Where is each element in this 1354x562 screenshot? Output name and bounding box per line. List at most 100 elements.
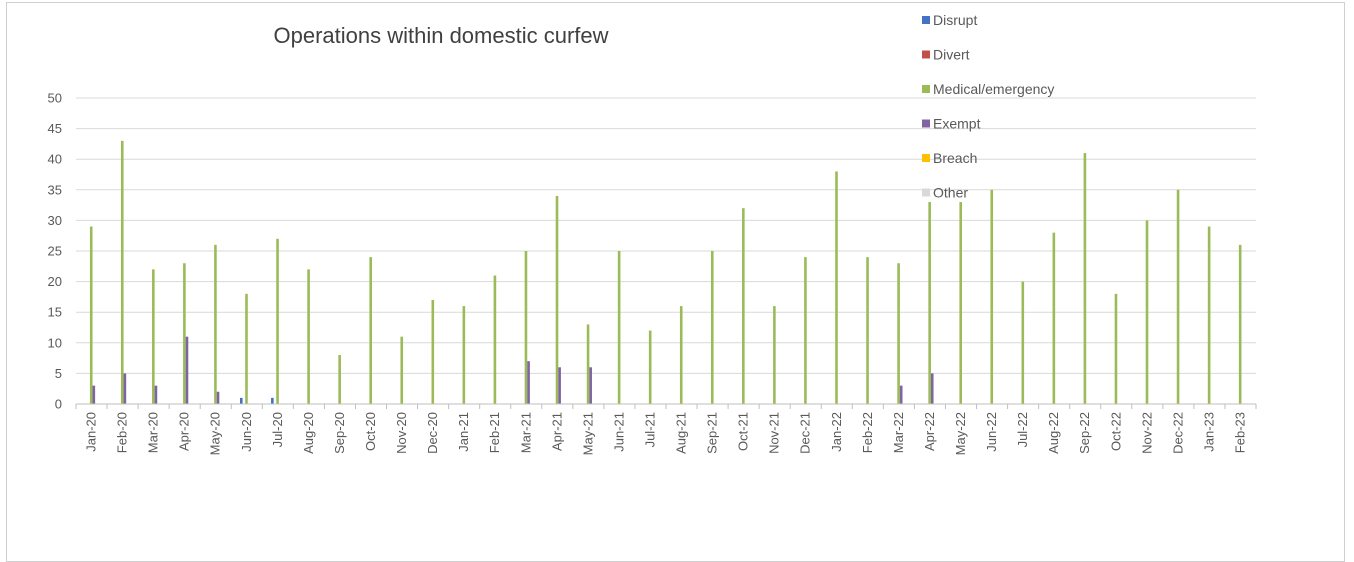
bar-medical-emergency	[338, 355, 341, 404]
x-tick-label: May-22	[953, 412, 968, 455]
chart-title: Operations within domestic curfew	[273, 23, 608, 48]
x-tick-label: Nov-22	[1139, 412, 1154, 454]
bar-medical-emergency	[183, 263, 186, 404]
bar-medical-emergency	[369, 257, 372, 404]
bar-medical-emergency	[120, 140, 124, 404]
x-tick-label: Dec-21	[798, 412, 813, 454]
x-tick-label: Dec-22	[1170, 412, 1185, 454]
y-axis: 0 5 10 15 20 25 30 35 40 45 50	[48, 91, 62, 412]
x-axis: Jan-20 Feb-20 Mar-20 Apr-20 May-20 Jun-20 Jul-…	[75, 403, 1257, 455]
bar-medical-emergency	[1083, 153, 1087, 404]
bar-medical-emergency	[493, 275, 497, 404]
bar-medical-emergency	[959, 202, 962, 404]
bar-medical-emergency	[586, 324, 590, 404]
x-tick-label: Apr-20	[177, 412, 192, 451]
bar-medical-emergency	[524, 251, 528, 404]
x-tick-label: Nov-20	[394, 412, 409, 454]
y-tick-label: 45	[48, 121, 62, 136]
bar-exempt	[589, 367, 592, 404]
bar-medical-emergency	[804, 257, 807, 404]
x-tick-label: May-20	[208, 412, 223, 455]
x-tick-label: Jun-20	[239, 412, 254, 452]
y-tick-label: 50	[48, 91, 62, 106]
y-tick-label: 30	[48, 213, 62, 228]
x-tick-label: Jul-21	[642, 412, 657, 447]
x-tick-label: Feb-20	[115, 412, 130, 453]
x-tick-label: Dec-20	[425, 412, 440, 454]
bar-medical-emergency	[773, 306, 776, 404]
x-tick-label: Jul-22	[1015, 412, 1030, 447]
bar-medical-emergency	[710, 251, 714, 404]
legend-label: Disrupt	[933, 12, 977, 28]
legend-label: Breach	[933, 150, 977, 166]
bar-medical-emergency	[1238, 244, 1242, 404]
bar-exempt	[154, 385, 158, 404]
legend-label: Other	[933, 185, 968, 201]
bar-medical-emergency	[866, 257, 869, 404]
bar-medical-emergency	[89, 226, 93, 404]
bar-chart: Operations within domestic curfew 0 5 10 15…	[48, 12, 1257, 455]
legend-swatch	[922, 188, 930, 197]
x-tick-label: Feb-23	[1232, 412, 1247, 453]
y-tick-label: 10	[48, 335, 62, 350]
legend: Disrupt Divert Medical/emergency Exempt Brea…	[922, 12, 1054, 201]
bar-exempt	[216, 391, 220, 404]
x-tick-label: Nov-21	[767, 412, 782, 454]
bar-medical-emergency	[835, 171, 838, 404]
bar-medical-emergency	[1021, 281, 1025, 404]
legend-swatch	[922, 50, 930, 59]
bar-medical-emergency	[617, 251, 621, 404]
legend-swatch	[922, 119, 930, 128]
legend-swatch	[922, 16, 930, 24]
bar-medical-emergency	[276, 238, 279, 404]
y-tick-label: 5	[55, 366, 62, 381]
x-tick-label: Mar-22	[891, 412, 906, 453]
legend-label: Divert	[933, 47, 970, 63]
x-tick-label: Aug-20	[301, 412, 316, 454]
y-tick-label: 25	[48, 244, 62, 259]
y-tick-label: 15	[48, 305, 62, 320]
bar-exempt	[899, 385, 903, 404]
bar-medical-emergency	[152, 269, 155, 404]
bar-medical-emergency	[928, 202, 931, 404]
x-tick-label: Aug-22	[1046, 412, 1061, 454]
x-tick-label: Aug-21	[674, 412, 689, 454]
y-tick-label: 0	[55, 397, 62, 412]
legend-label: Exempt	[933, 116, 981, 132]
x-tick-label: Jun-21	[611, 412, 626, 452]
y-tick-label: 35	[48, 182, 62, 197]
bar-medical-emergency	[1052, 232, 1056, 404]
bar-medical-emergency	[1114, 293, 1118, 404]
y-tick-label: 20	[48, 274, 62, 289]
x-tick-label: Sep-21	[705, 412, 720, 454]
x-tick-label: Oct-20	[363, 412, 378, 451]
bar-disrupt	[271, 397, 274, 404]
x-tick-label: Mar-21	[518, 412, 533, 453]
bar-medical-emergency	[1207, 226, 1211, 404]
bar-medical-emergency	[245, 293, 248, 404]
bar-medical-emergency	[990, 189, 994, 404]
y-tick-label: 40	[48, 152, 62, 167]
bar-exempt	[185, 336, 189, 404]
bar-medical-emergency	[648, 330, 652, 404]
x-tick-label: Oct-21	[736, 412, 751, 451]
x-tick-label: Oct-22	[1108, 412, 1123, 451]
bars	[89, 140, 1242, 404]
bar-medical-emergency	[897, 263, 900, 404]
bar-medical-emergency	[400, 336, 404, 404]
x-tick-label: Jan-20	[84, 412, 99, 452]
x-tick-label: Jan-21	[456, 412, 471, 452]
bar-disrupt	[239, 397, 243, 404]
bar-medical-emergency	[307, 269, 310, 404]
bar-medical-emergency	[431, 299, 435, 404]
bar-medical-emergency	[742, 208, 745, 404]
x-tick-label: Jan-22	[829, 412, 844, 452]
bar-medical-emergency	[1176, 189, 1180, 404]
bar-medical-emergency	[555, 195, 559, 404]
bar-exempt	[527, 361, 530, 404]
x-tick-label: Feb-21	[487, 412, 502, 453]
x-tick-label: Feb-22	[860, 412, 875, 453]
x-tick-label: Sep-20	[332, 412, 347, 454]
x-tick-label: Apr-22	[922, 412, 937, 451]
bar-medical-emergency	[214, 244, 217, 404]
